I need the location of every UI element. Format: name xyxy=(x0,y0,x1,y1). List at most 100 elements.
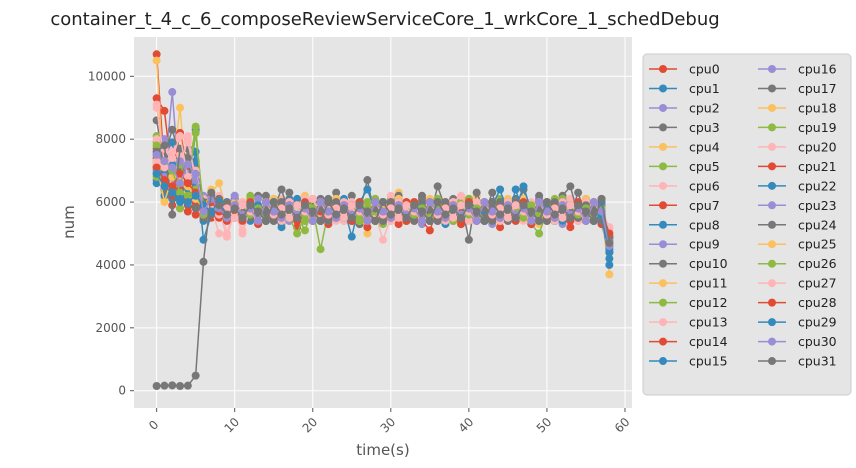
y-tick-label: 10000 xyxy=(88,69,126,83)
legend-box xyxy=(642,53,852,396)
y-tick-label: 6000 xyxy=(95,195,126,209)
data-point xyxy=(176,188,185,197)
data-point xyxy=(199,257,208,266)
data-point xyxy=(152,135,161,144)
data-point xyxy=(363,223,372,232)
data-point xyxy=(386,191,395,200)
data-point xyxy=(581,216,590,225)
data-point xyxy=(550,198,559,207)
data-point xyxy=(558,213,567,222)
data-point xyxy=(176,194,185,203)
legend-marker xyxy=(768,298,776,307)
data-point xyxy=(496,198,505,207)
data-point xyxy=(160,198,169,207)
legend-item: cpu1 xyxy=(649,81,720,96)
data-point xyxy=(152,163,161,172)
data-point xyxy=(191,128,200,137)
data-point xyxy=(168,125,177,134)
data-point xyxy=(589,198,598,207)
data-point xyxy=(496,210,505,219)
x-tick-label: 50 xyxy=(534,415,555,436)
data-point xyxy=(605,238,614,247)
data-point xyxy=(425,216,434,225)
data-point xyxy=(379,198,387,207)
data-point xyxy=(566,201,575,210)
data-point xyxy=(535,198,544,207)
data-point xyxy=(511,201,520,210)
legend-marker xyxy=(768,240,776,249)
data-point xyxy=(199,207,208,216)
legend-label: cpu7 xyxy=(689,198,720,213)
legend-marker xyxy=(659,220,667,229)
data-point xyxy=(339,213,348,222)
legend-marker xyxy=(659,65,667,73)
data-point xyxy=(418,216,427,225)
legend-label: cpu20 xyxy=(798,139,837,154)
legend: cpu0 cpu1 cpu2 cpu3 cpu4 cpu5 cpu6 cpu7 cpu8 cpu9… xyxy=(642,53,852,396)
data-point xyxy=(152,50,161,59)
legend-item: cpu8 xyxy=(649,217,720,232)
legend-item: cpu2 xyxy=(649,100,720,115)
legend-label: cpu3 xyxy=(689,120,720,135)
data-point xyxy=(183,381,192,390)
legend-marker xyxy=(659,181,667,190)
legend-label: cpu29 xyxy=(798,315,837,330)
legend-label: cpu9 xyxy=(689,237,720,252)
data-point xyxy=(394,204,403,213)
data-point xyxy=(589,216,598,225)
legend-item: cpu25 xyxy=(758,237,837,252)
legend-item: cpu27 xyxy=(758,276,837,291)
data-point xyxy=(293,229,302,238)
data-point xyxy=(457,213,466,222)
data-point xyxy=(355,216,364,225)
data-point xyxy=(246,191,255,200)
legend-marker xyxy=(659,123,667,132)
data-point xyxy=(581,207,590,216)
data-point xyxy=(168,154,177,163)
data-point xyxy=(300,201,309,210)
data-point xyxy=(160,163,169,172)
legend-marker xyxy=(659,142,667,151)
legend-label: cpu0 xyxy=(689,62,720,77)
data-point xyxy=(433,207,442,216)
data-point xyxy=(285,213,294,222)
data-point xyxy=(542,216,551,225)
data-point xyxy=(527,216,536,225)
data-point xyxy=(550,210,559,219)
data-point xyxy=(371,198,380,207)
data-point xyxy=(152,150,161,159)
legend-item: cpu22 xyxy=(758,178,837,193)
legend-label: cpu11 xyxy=(689,276,728,291)
data-point xyxy=(176,157,185,166)
data-point xyxy=(183,154,192,163)
legend-marker xyxy=(768,123,776,132)
data-point xyxy=(355,201,364,210)
data-point xyxy=(183,160,192,169)
data-point xyxy=(176,103,185,112)
legend-label: cpu25 xyxy=(798,237,837,252)
legend-item: cpu0 xyxy=(649,62,720,77)
legend-marker xyxy=(768,162,776,171)
legend-item: cpu13 xyxy=(649,315,728,330)
data-point xyxy=(324,216,333,225)
axis-ticks: 0 10 20 30 40 50 60 0 2000 4000 6000 8000 10000 xyxy=(88,69,633,435)
data-point xyxy=(566,182,575,191)
data-point xyxy=(324,198,333,207)
data-point xyxy=(402,213,411,222)
data-point xyxy=(425,226,434,235)
data-point xyxy=(168,182,177,191)
data-point xyxy=(472,216,481,225)
data-point xyxy=(160,106,169,115)
data-point xyxy=(386,210,395,219)
data-point xyxy=(238,201,247,210)
data-point xyxy=(254,207,263,216)
data-point xyxy=(238,213,247,222)
data-point xyxy=(394,220,403,229)
data-point xyxy=(269,207,278,216)
data-point xyxy=(527,207,536,216)
legend-label: cpu30 xyxy=(798,334,837,349)
data-point xyxy=(519,182,528,191)
legend-label: cpu1 xyxy=(689,81,720,96)
legend-item: cpu9 xyxy=(649,237,720,252)
data-point xyxy=(152,56,161,65)
